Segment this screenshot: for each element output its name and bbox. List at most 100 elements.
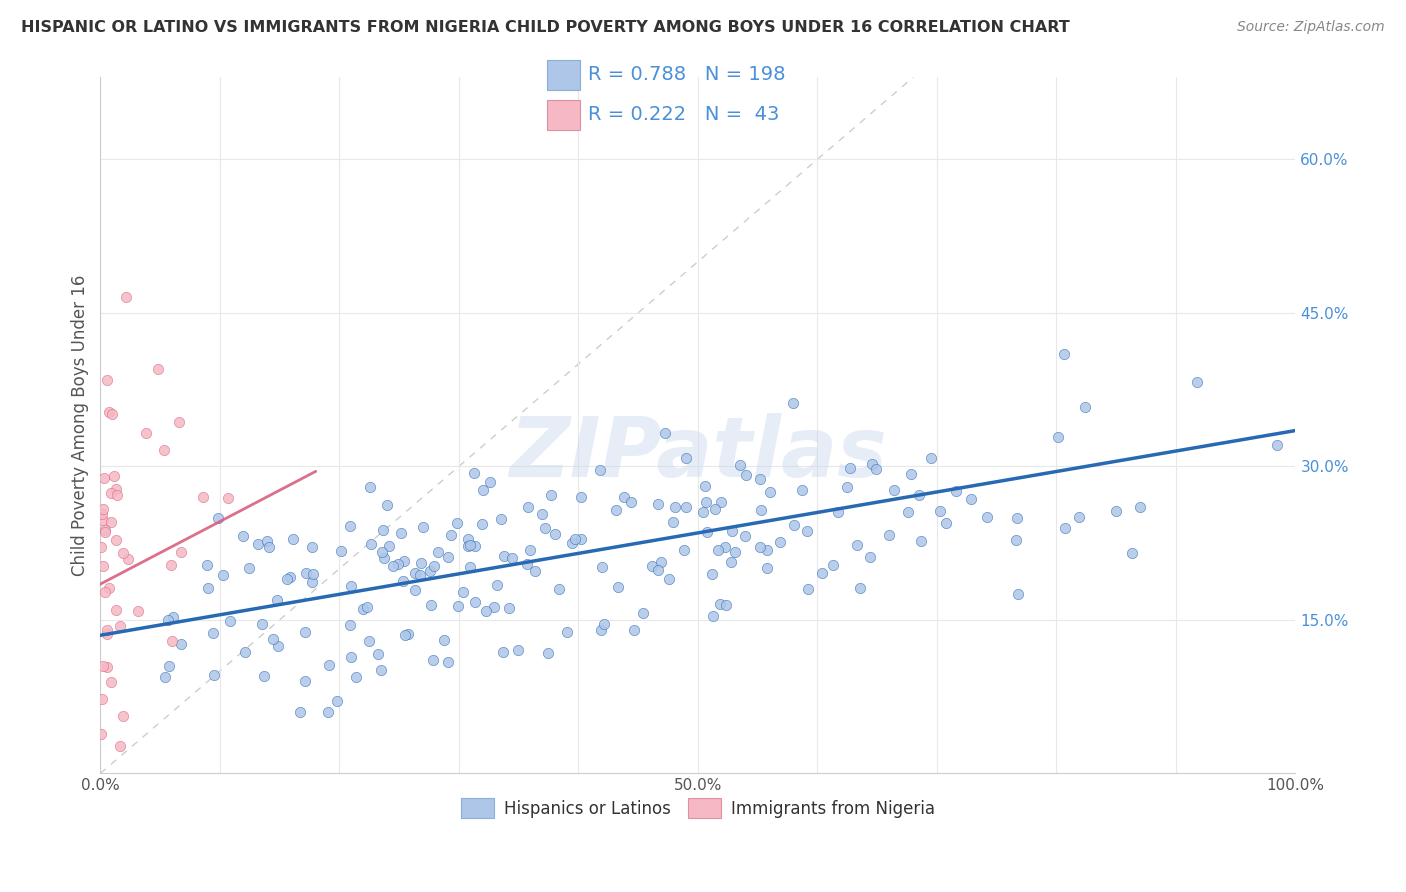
Point: [846, 538, 869, 552]
Point: [426, 545, 449, 559]
Point: [797, 582, 820, 596]
Point: [162, 610, 184, 624]
Point: [90, 507, 112, 521]
Point: [489, 512, 512, 526]
Point: [935, 516, 957, 530]
Point: [232, 528, 254, 542]
Point: [647, 498, 669, 512]
Point: [420, 599, 443, 613]
Point: [463, 466, 485, 480]
Point: [472, 483, 495, 497]
Point: [96, 373, 118, 387]
Point: [330, 543, 353, 558]
Point: [1047, 430, 1070, 444]
Point: [945, 483, 967, 498]
Point: [96, 623, 118, 637]
Point: [650, 555, 672, 569]
Point: [352, 601, 374, 615]
Point: [294, 673, 316, 688]
Point: [167, 415, 190, 429]
Point: [344, 670, 367, 684]
Point: [419, 564, 441, 578]
Bar: [547, 100, 579, 130]
Point: [647, 563, 669, 577]
Point: [620, 494, 643, 508]
Point: [98, 405, 121, 419]
Point: [197, 581, 219, 595]
Point: [135, 426, 157, 441]
Point: [1185, 376, 1208, 390]
Point: [91, 658, 114, 673]
Point: [782, 396, 804, 410]
Point: [193, 490, 215, 504]
Point: [471, 516, 494, 531]
Point: [316, 705, 339, 719]
Point: [749, 472, 772, 486]
Point: [654, 425, 676, 440]
Point: [276, 572, 298, 586]
Point: [1007, 587, 1029, 601]
Point: [104, 482, 127, 496]
Point: [605, 502, 627, 516]
Point: [392, 554, 415, 568]
Point: [302, 567, 325, 582]
Point: [589, 623, 612, 637]
Point: [849, 581, 872, 595]
Point: [267, 639, 290, 653]
Point: [537, 646, 560, 660]
Point: [117, 551, 139, 566]
Point: [294, 625, 316, 640]
Point: [404, 582, 426, 597]
Point: [759, 484, 782, 499]
Point: [246, 536, 269, 550]
Point: [266, 593, 288, 607]
Point: [783, 517, 806, 532]
Point: [555, 625, 578, 640]
Point: [288, 705, 311, 719]
Point: [457, 539, 479, 553]
Point: [543, 526, 565, 541]
Point: [411, 557, 433, 571]
Point: [907, 488, 929, 502]
Point: [593, 616, 616, 631]
Point: [484, 600, 506, 615]
Point: [498, 601, 520, 615]
Point: [810, 566, 832, 580]
Point: [900, 467, 922, 481]
Point: [523, 565, 546, 579]
Point: [359, 480, 381, 494]
Point: [195, 558, 218, 572]
Point: [821, 558, 844, 573]
Point: [391, 574, 413, 589]
Point: [464, 540, 486, 554]
Text: Source: ZipAtlas.com: Source: ZipAtlas.com: [1237, 20, 1385, 34]
Point: [533, 521, 555, 535]
Point: [1121, 546, 1143, 560]
Point: [94, 523, 117, 537]
Point: [90, 540, 112, 554]
Point: [474, 604, 496, 618]
Point: [233, 645, 256, 659]
Point: [207, 511, 229, 525]
Point: [692, 505, 714, 519]
Point: [94, 525, 117, 540]
Point: [709, 597, 731, 611]
Point: [976, 510, 998, 524]
Point: [928, 504, 950, 518]
Point: [755, 561, 778, 575]
Point: [437, 656, 460, 670]
Point: [478, 475, 501, 489]
Point: [170, 545, 193, 559]
Point: [589, 463, 612, 477]
Y-axis label: Child Poverty Among Boys Under 16: Child Poverty Among Boys Under 16: [72, 275, 89, 576]
Legend: Hispanics or Latinos, Immigrants from Nigeria: Hispanics or Latinos, Immigrants from Ni…: [454, 792, 942, 824]
Point: [506, 643, 529, 657]
Point: [412, 519, 434, 533]
Point: [156, 613, 179, 627]
Point: [201, 626, 224, 640]
Point: [422, 653, 444, 667]
Point: [606, 580, 628, 594]
Point: [96, 659, 118, 673]
Point: [394, 628, 416, 642]
Point: [633, 606, 655, 620]
